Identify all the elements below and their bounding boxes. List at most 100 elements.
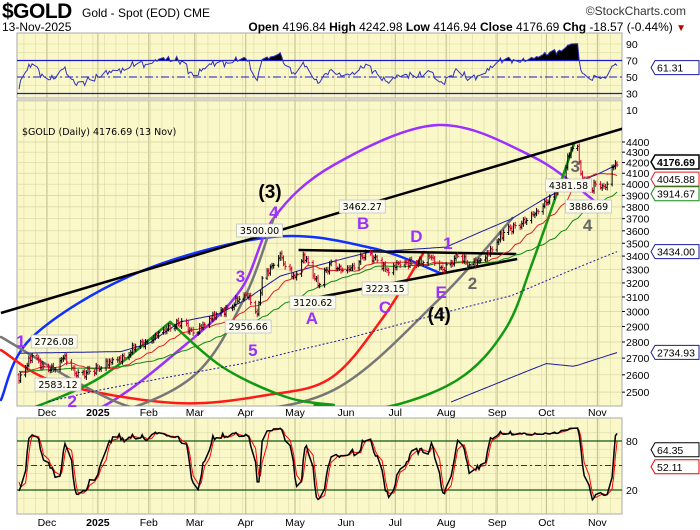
price-label: 3120.62: [293, 298, 332, 309]
price-label: 3886.69: [569, 202, 608, 213]
price-bar: [364, 249, 368, 261]
green-cycle-arc-1: [34, 320, 172, 406]
value-text: 3914.67: [657, 189, 695, 201]
price-label-box: [338, 199, 386, 214]
green-cycle-arc-2: [168, 320, 335, 406]
wave-label: 1: [443, 234, 452, 253]
sma200-value-tag: 3434.00: [650, 244, 700, 260]
stoch-d-value-tag: 52.11: [650, 459, 700, 475]
price-bar: [548, 194, 552, 205]
month-label: Sep: [488, 407, 507, 419]
change-value: -18.57 (-0.44%): [589, 20, 673, 34]
price-bar: [615, 161, 619, 168]
channel-upper-line: [298, 248, 517, 256]
price-bar: [88, 365, 92, 375]
price-tick-label: 4000: [626, 179, 650, 191]
month-label: Nov: [588, 517, 607, 529]
price-label: 3223.15: [365, 284, 404, 295]
value-text: 64.35: [657, 445, 683, 457]
price-bar: [226, 304, 230, 311]
price-bar: [260, 275, 264, 296]
price-tick-label: 3400: [626, 251, 650, 263]
stoch-tick-label: 20: [626, 485, 638, 497]
price-bar: [42, 361, 46, 370]
month-label: Mar: [186, 517, 205, 529]
price-bar: [272, 262, 276, 269]
month-label: Oct: [538, 407, 554, 419]
value-box: [650, 171, 700, 187]
value-box: [650, 344, 700, 360]
triangle-down-icon: ▼: [676, 23, 686, 34]
value-text: 3434.00: [657, 247, 695, 259]
price-bar: [421, 260, 425, 267]
price-label: 3500.00: [240, 226, 279, 237]
wave-label: 4: [583, 216, 593, 235]
value-text: 4176.69: [657, 157, 695, 169]
open-value: 4196.84: [282, 20, 326, 34]
month-label: Jul: [389, 407, 402, 419]
price-tick-label: 3000: [626, 306, 650, 318]
price-bar: [456, 251, 460, 259]
chart-date: 13-Nov-2025: [2, 20, 72, 34]
value-text: 4045.88: [657, 174, 695, 186]
price-label: 4381.58: [549, 181, 588, 192]
month-label: 2025: [86, 517, 110, 529]
black-trendline: [0, 127, 622, 315]
wave-label: 4: [269, 203, 279, 222]
month-label: Jun: [337, 407, 354, 419]
value-text: 2734.93: [657, 347, 695, 359]
price-bar: [180, 318, 184, 329]
wave-label: E: [435, 283, 446, 302]
price-bar: [203, 322, 207, 328]
rsi-tick-label: 10: [626, 105, 638, 117]
change-label: Chg: [562, 20, 587, 34]
price-bar: [605, 181, 609, 191]
month-label: Apr: [238, 517, 255, 529]
rsi-tick-label: 30: [626, 89, 638, 101]
price-tick-label: 2500: [626, 387, 650, 399]
value-box: [650, 442, 700, 458]
wave-label: 2: [68, 392, 77, 411]
price-tick-label: 3300: [626, 264, 650, 276]
price-bar: [111, 357, 115, 365]
rsi-value-tag: 61.31: [650, 60, 700, 76]
rsi-tick-label: 50: [626, 72, 638, 84]
panel-top: [16, 32, 623, 99]
price-bar: [387, 267, 391, 276]
price-bar: [295, 270, 299, 281]
price-tick-label: 3800: [626, 202, 650, 214]
price-label: 2956.66: [228, 322, 267, 333]
rsi-line: [18, 43, 618, 90]
price-bar: [433, 255, 437, 267]
month-label: Jun: [337, 517, 354, 529]
month-label: Dec: [38, 407, 57, 419]
price-bar: [571, 145, 575, 152]
sma-200-line: [48, 251, 618, 403]
symbol-title: $GOLD: [2, 0, 72, 23]
value-box: [650, 459, 700, 475]
stockcharts-copyright[interactable]: ©StockCharts.com: [585, 4, 686, 18]
value-box: [650, 60, 700, 76]
price-label-box: [565, 199, 612, 214]
low-label: Low: [405, 20, 430, 34]
green-cycle-arc-3: [313, 141, 576, 406]
month-label: Oct: [538, 517, 554, 529]
price-bar: [65, 352, 69, 366]
price-tick-label: 4300: [626, 147, 650, 159]
price-tick-label: 2700: [626, 353, 650, 365]
channel-lower-line: [314, 257, 518, 300]
month-label: Feb: [140, 517, 158, 529]
gray-cycle-arc-2: [133, 216, 276, 406]
month-label: Jul: [389, 517, 402, 529]
upper-band-line: [19, 164, 618, 354]
high-value: 4242.98: [359, 20, 403, 34]
price-tick-label: 2900: [626, 321, 650, 333]
price-bar: [249, 292, 253, 306]
high-label: High: [329, 20, 356, 34]
price-bar: [536, 209, 540, 215]
price-label: 3462.27: [343, 202, 382, 213]
price-label-box: [30, 334, 78, 349]
price-bar: [76, 369, 80, 379]
month-label: Sep: [488, 517, 507, 529]
